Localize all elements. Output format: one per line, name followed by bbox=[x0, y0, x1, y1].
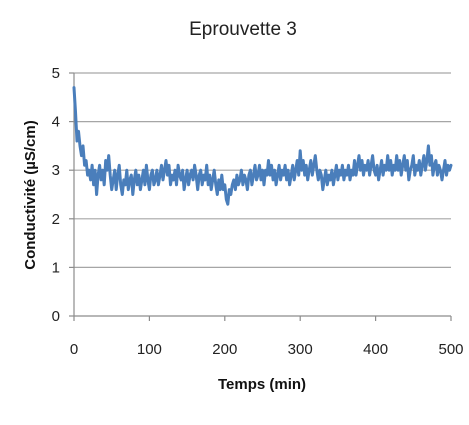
y-tick-labels: 0 1 2 3 4 5 bbox=[52, 65, 60, 325]
y-axis-label: Conductivité (µS/cm) bbox=[22, 120, 39, 270]
y-tick-label: 2 bbox=[52, 211, 60, 228]
y-tick-label: 1 bbox=[52, 259, 60, 276]
x-tick-label: 100 bbox=[137, 341, 162, 358]
y-tick-label: 4 bbox=[52, 114, 60, 131]
x-axis-label: Temps (min) bbox=[218, 376, 306, 393]
y-tick-label: 0 bbox=[52, 308, 60, 325]
x-tick-label: 400 bbox=[363, 341, 388, 358]
series-line-0 bbox=[72, 86, 453, 206]
y-tick-label: 3 bbox=[52, 162, 60, 179]
x-tick-label: 200 bbox=[212, 341, 237, 358]
chart-title: Eprouvette 3 bbox=[189, 19, 297, 40]
x-tick-labels: 0 100 200 300 400 500 bbox=[70, 341, 464, 358]
x-tick-label: 300 bbox=[288, 341, 313, 358]
x-tick-label: 500 bbox=[438, 341, 463, 358]
y-tick-label: 5 bbox=[52, 65, 60, 82]
series-layer bbox=[72, 86, 453, 206]
axes bbox=[69, 72, 452, 321]
x-tick-label: 0 bbox=[70, 341, 78, 358]
